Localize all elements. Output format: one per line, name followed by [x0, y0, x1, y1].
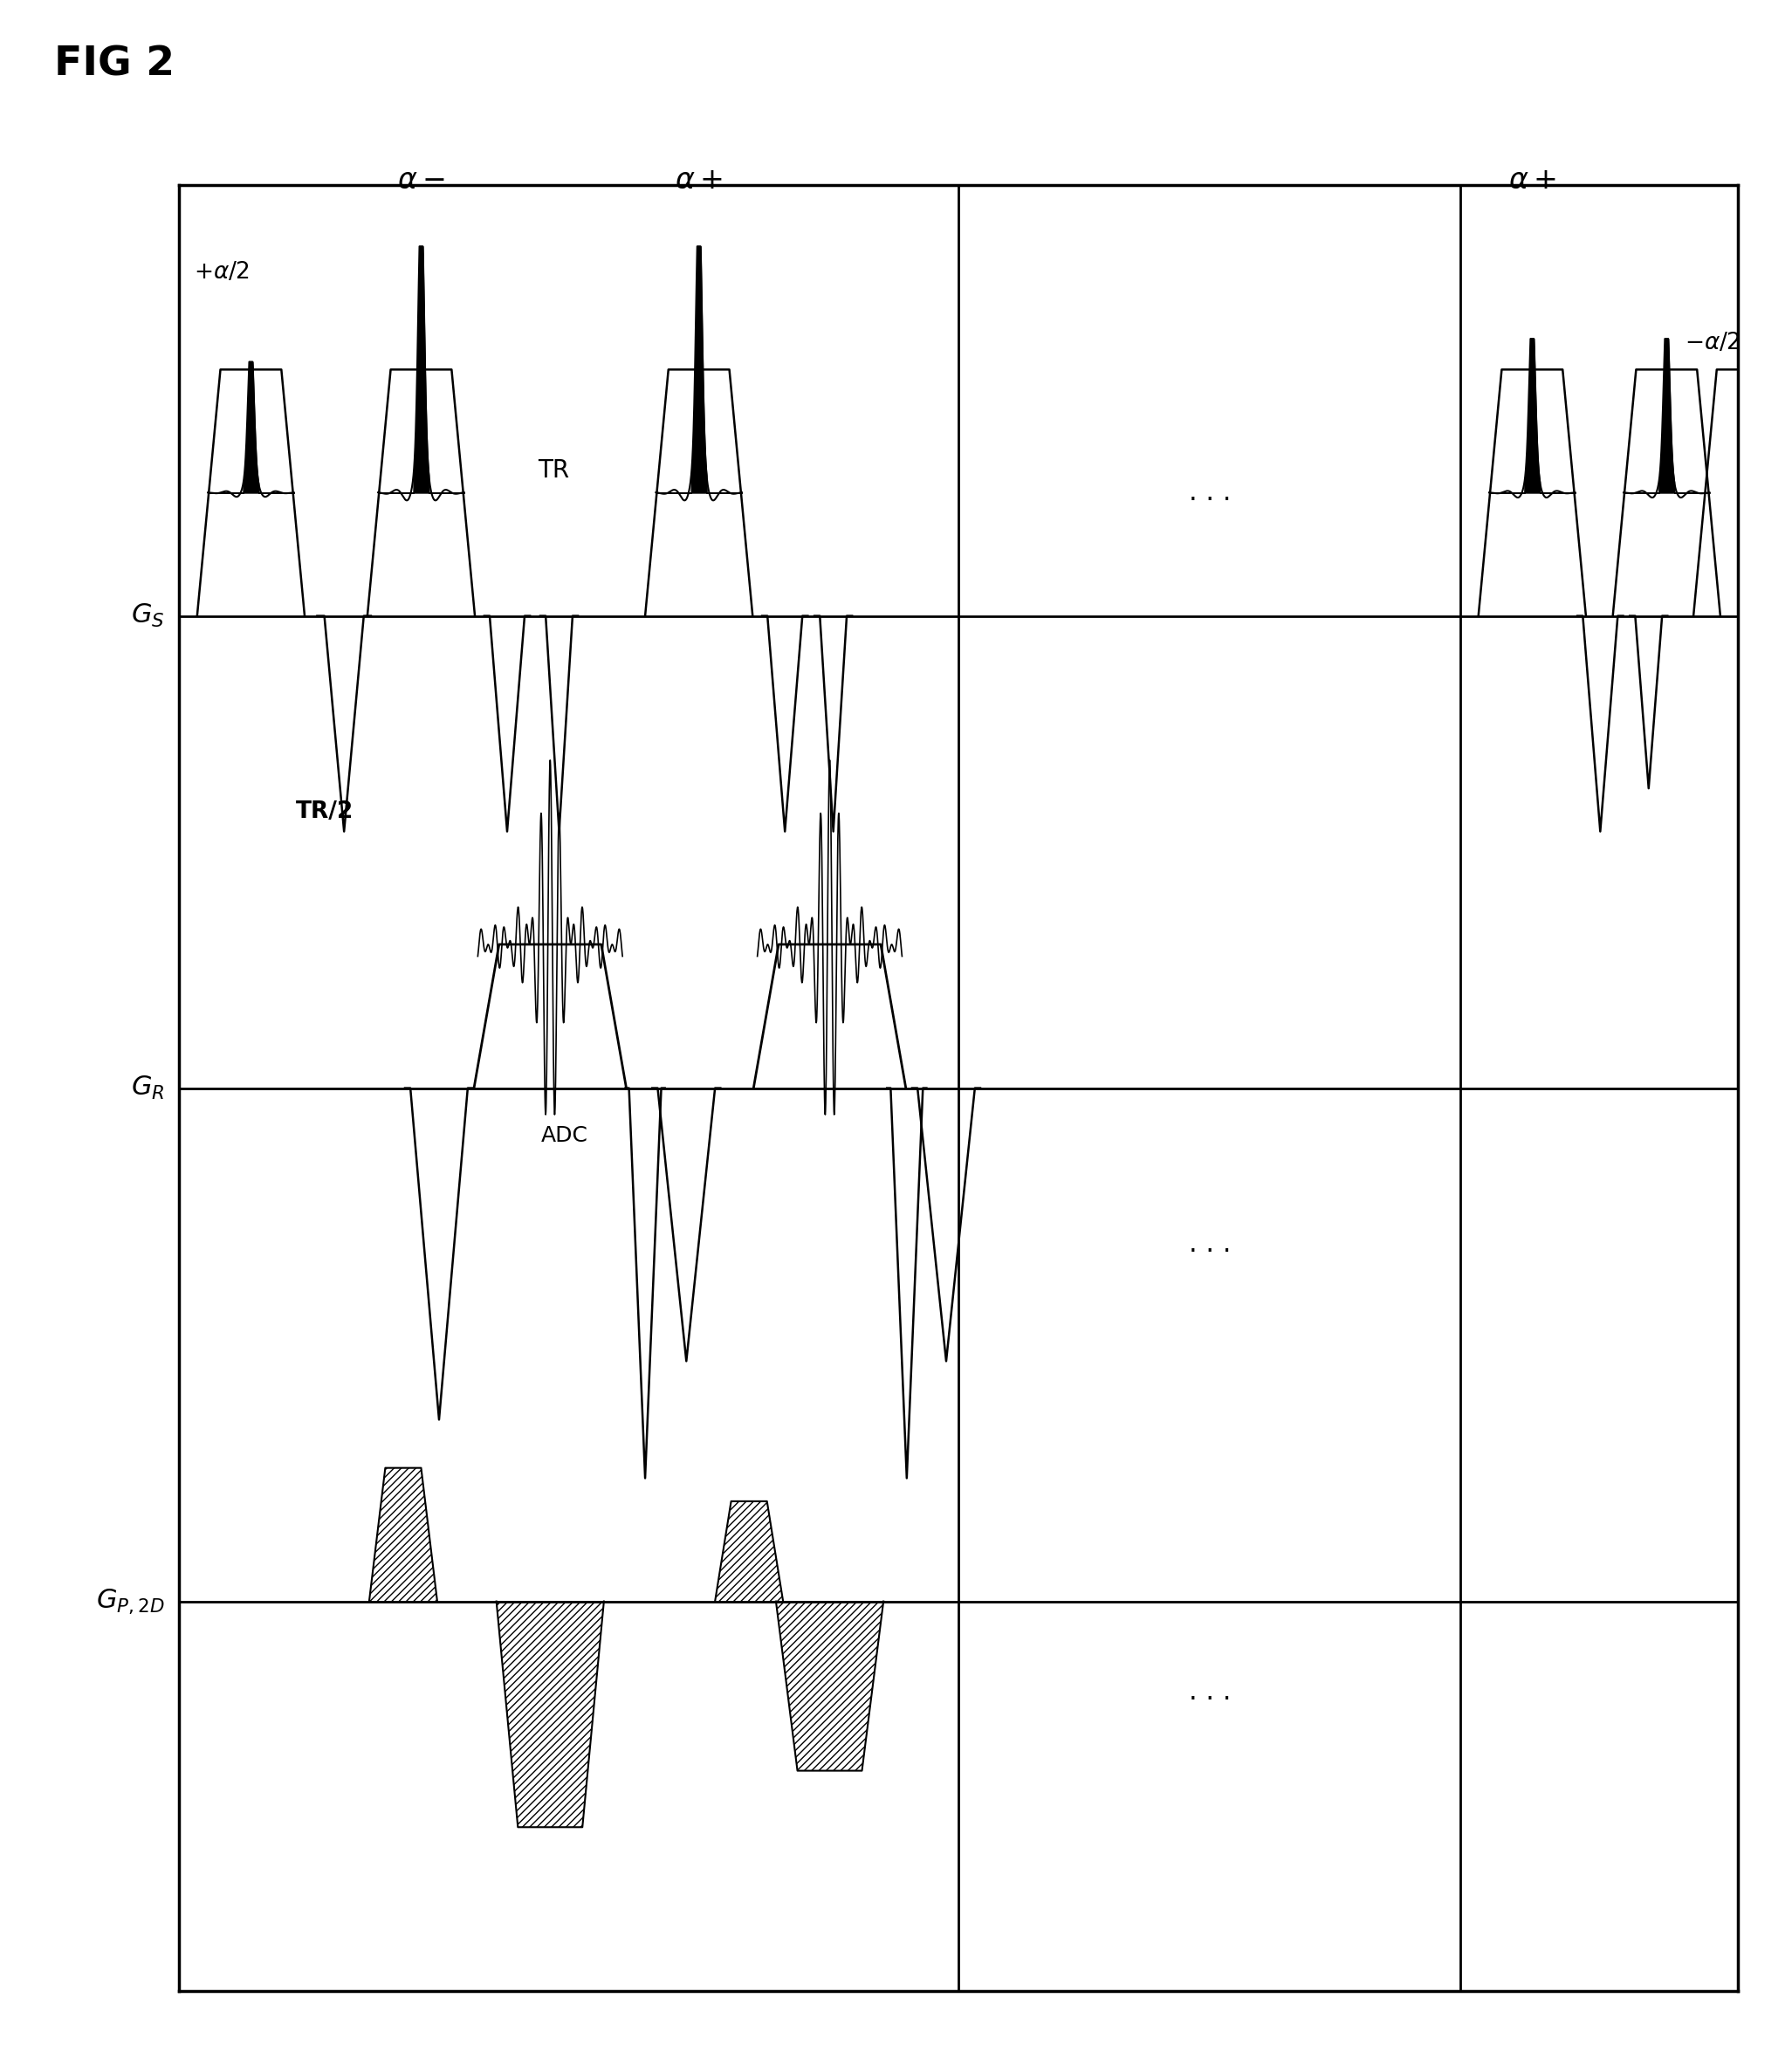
Text: $G_R$: $G_R$ [131, 1074, 165, 1102]
Text: ADC: ADC [541, 1125, 588, 1146]
Text: TR/2: TR/2 [296, 801, 353, 823]
Text: . . .: . . . [1188, 1232, 1231, 1256]
Text: . . .: . . . [1188, 480, 1231, 505]
Text: $\alpha+$: $\alpha+$ [1509, 166, 1555, 195]
Text: $G_{P,2D}$: $G_{P,2D}$ [97, 1587, 165, 1616]
Text: $+\alpha/2$: $+\alpha/2$ [194, 261, 249, 283]
Text: TR: TR [538, 458, 570, 482]
Text: FIG 2: FIG 2 [54, 45, 174, 84]
Text: $-\alpha/2$: $-\alpha/2$ [1684, 331, 1740, 355]
Text: $G_S$: $G_S$ [131, 602, 165, 630]
Text: $\alpha-$: $\alpha-$ [398, 166, 444, 195]
Text: $\alpha+$: $\alpha+$ [676, 166, 722, 195]
Text: . . .: . . . [1188, 1679, 1231, 1704]
